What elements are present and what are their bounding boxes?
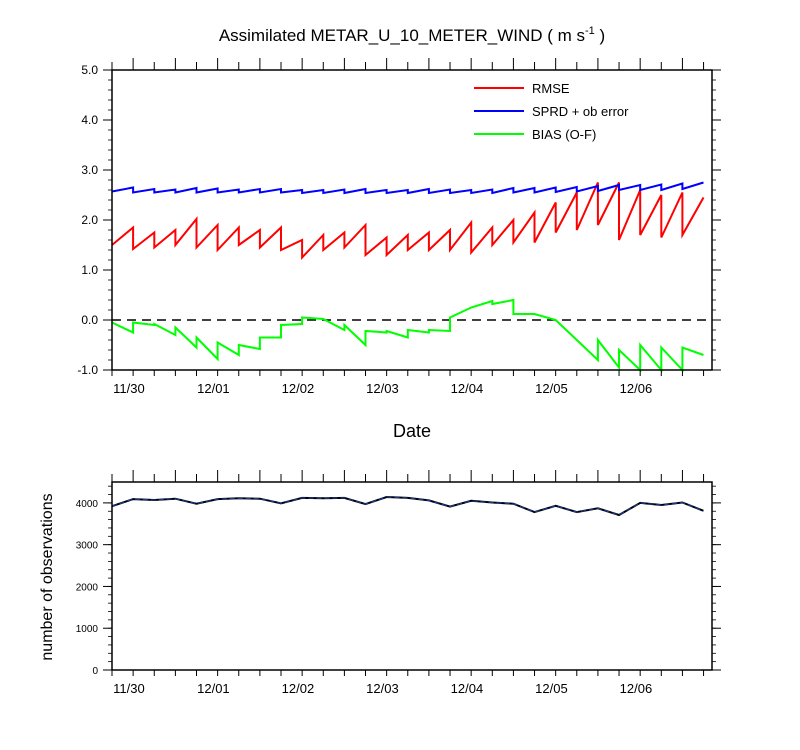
bottom-xtick-label: 12/02: [282, 681, 315, 696]
top-series-bias-o-f: [111, 298, 704, 373]
top-xtick-label: 11/30: [113, 381, 145, 396]
legend-label-rmse: RMSE: [532, 81, 570, 96]
legend-label-sprd: SPRD + ob error: [532, 104, 629, 119]
bottom-ytick-label: 0: [92, 666, 98, 677]
top-xtick-label: 12/06: [620, 381, 653, 396]
bottom-frame: [111, 481, 713, 671]
bottom-ytick-label: 4000: [76, 499, 99, 510]
top-ytick-label: 4.0: [81, 113, 98, 127]
bottom-xtick-label: 12/01: [197, 681, 230, 696]
top-series-rmse: [111, 182, 705, 261]
legend: RMSE SPRD + ob error BIAS (O-F): [474, 81, 629, 142]
bottom-ytick-label: 3000: [76, 541, 99, 552]
bottom-series-number-of-observations: [111, 495, 704, 517]
x-axis-label: Date: [393, 421, 431, 441]
top-series-sprd-ob-error: [111, 181, 704, 195]
chart-title: Assimilated METAR_U_10_METER_WIND ( m s-…: [219, 25, 605, 45]
bottom-xtick-label: 12/05: [535, 681, 568, 696]
bottom-ytick-label: 2000: [76, 582, 99, 593]
top-xtick-label: 12/01: [197, 381, 230, 396]
legend-label-bias: BIAS (O-F): [532, 127, 596, 142]
bottom-xtick-label: 12/04: [451, 681, 484, 696]
top-xtick-label: 12/02: [282, 381, 315, 396]
y-axis-label-bottom: number of observations: [39, 493, 56, 660]
top-ytick-label: 3.0: [81, 163, 98, 177]
top-xtick-label: 12/05: [535, 381, 568, 396]
top-ytick-label: 5.0: [81, 63, 98, 77]
top-xtick-label: 12/04: [451, 381, 484, 396]
bottom-series-number-of-observations-overlay: [111, 496, 704, 516]
bottom-xtick-label: 12/03: [366, 681, 399, 696]
bottom-plot-area: 0 1000 2000 3000 4000 11/30 12/01 12/02 12/03 12/…: [76, 470, 721, 696]
top-ytick-label: -1.0: [77, 363, 98, 377]
bottom-xtick-label: 11/30: [113, 681, 145, 696]
top-plot-area: -1.0 0.0 1.0 2.0 3.0 4.0 5.0 11/30 12/01 12/02 12/…: [77, 58, 721, 396]
bottom-ytick-label: 1000: [76, 624, 99, 635]
bottom-xtick-label: 12/06: [620, 681, 653, 696]
top-ytick-label: 0.0: [81, 313, 98, 327]
top-ytick-label: 1.0: [81, 263, 98, 277]
top-xtick-label: 12/03: [366, 381, 399, 396]
top-ytick-label: 2.0: [81, 213, 98, 227]
